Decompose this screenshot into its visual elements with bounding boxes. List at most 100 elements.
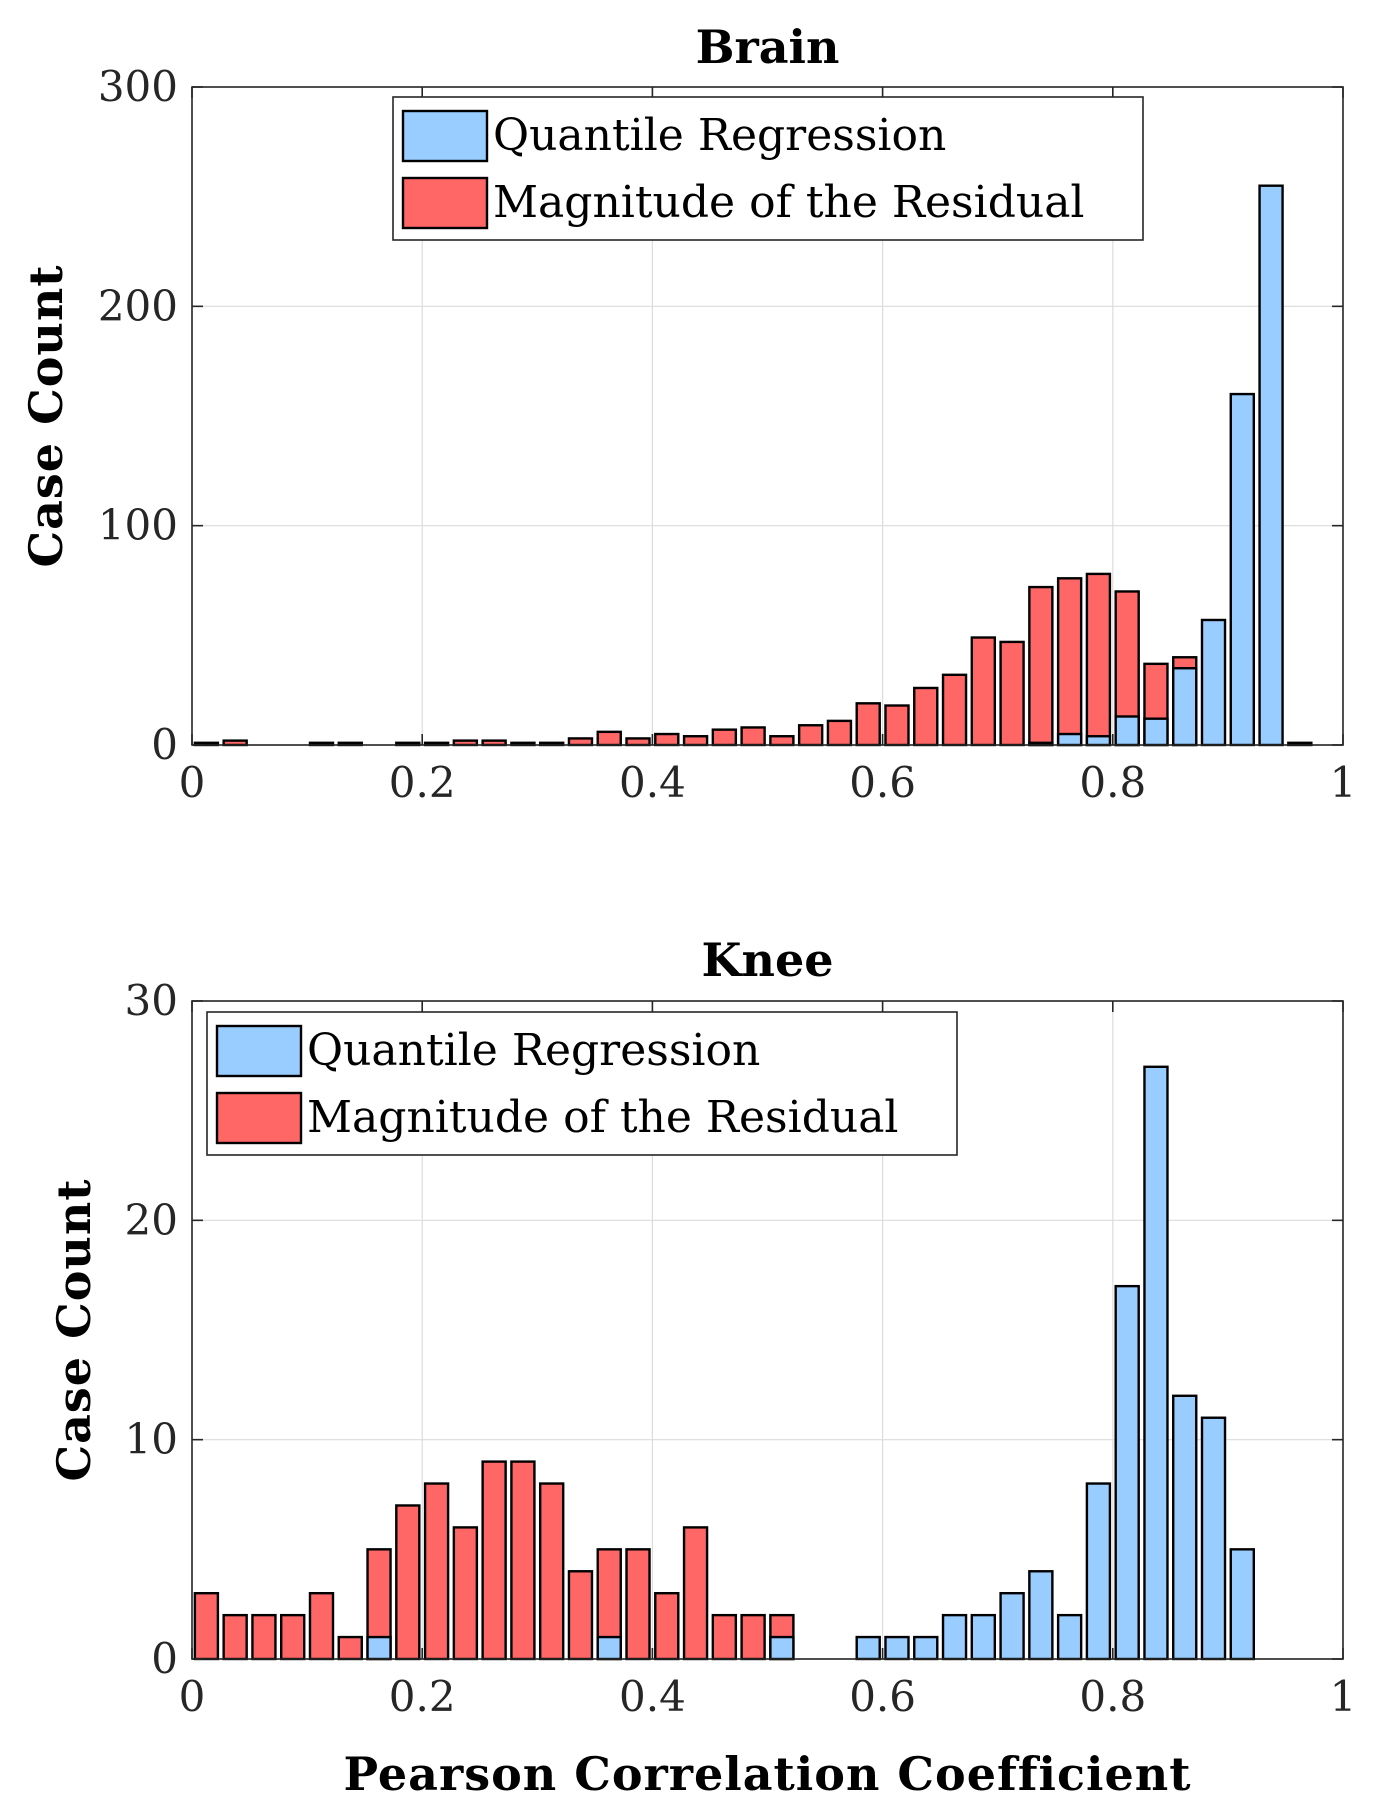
residual-bar	[193, 1591, 220, 1661]
legend-swatch-quantile	[401, 109, 489, 163]
bars	[193, 184, 1313, 747]
residual-bar	[395, 1504, 421, 1661]
quantile-bar	[366, 1635, 392, 1661]
y-tick-label: 100	[98, 501, 178, 550]
quantile-bar	[855, 1635, 881, 1661]
legend-label-quantile: Quantile Regression	[493, 110, 946, 161]
quantile-bar	[769, 1635, 795, 1661]
x-tick-label: 0	[179, 758, 206, 807]
quantile-bar	[1056, 732, 1083, 747]
x-tick-label: 1	[1330, 758, 1357, 807]
x-tick-label: 0.8	[1079, 1672, 1146, 1721]
quantile-bar	[1172, 667, 1198, 747]
y-tick-label: 20	[125, 1195, 178, 1244]
legend-swatch-residual	[215, 1091, 303, 1145]
quantile-bar	[1229, 392, 1255, 747]
quantile-bar	[1200, 618, 1227, 747]
x-tick-label: 0	[179, 1672, 206, 1721]
chart-panel-brain: 0 0.2 0.4 0.6 0.8 1 0 100 200 300 Brain Case Count Q…	[19, 20, 1356, 807]
legend-label-quantile: Quantile Regression	[307, 1025, 760, 1076]
residual-bar	[280, 1613, 306, 1661]
x-tick-label: 0.2	[389, 758, 456, 807]
quantile-bar	[1085, 735, 1112, 747]
residual-bar	[654, 1591, 680, 1661]
y-ticks: 0 100 200 300	[98, 62, 1343, 769]
residual-bar	[884, 704, 910, 747]
quantile-bar	[1114, 715, 1140, 747]
residual-bar	[567, 737, 594, 747]
chart-title: Brain	[696, 20, 840, 74]
x-tick-label: 0.2	[389, 1672, 456, 1721]
legend: Quantile Regression Magnitude of the Resi…	[392, 96, 1144, 241]
legend-label-residual: Magnitude of the Residual	[307, 1092, 899, 1143]
residual-bar	[337, 1635, 363, 1661]
residual-bar	[855, 702, 881, 747]
y-tick-label: 0	[151, 720, 178, 769]
residual-bar	[740, 1613, 766, 1661]
quantile-bar	[596, 1635, 622, 1661]
axes-box	[191, 86, 1344, 746]
residual-bar	[941, 673, 968, 747]
residual-bar	[538, 1482, 565, 1661]
residual-bar	[567, 1570, 594, 1661]
residual-bar	[625, 1548, 651, 1661]
quantile-bar	[1229, 1548, 1255, 1661]
quantile-bar	[1056, 1613, 1083, 1661]
x-tick-label: 0.4	[619, 1672, 686, 1721]
bars	[193, 1065, 1255, 1661]
quantile-bar	[1114, 1284, 1140, 1661]
residual-bar	[1028, 585, 1054, 747]
residual-bar	[740, 726, 766, 747]
residual-bar	[913, 686, 939, 747]
x-tick-label: 1	[1330, 1672, 1357, 1721]
legend-swatch-quantile	[215, 1024, 303, 1078]
y-tick-label: 0	[151, 1634, 178, 1683]
residual-bar	[797, 724, 824, 747]
y-tick-label: 200	[98, 281, 178, 330]
residual-bar	[682, 735, 709, 747]
residual-bar	[826, 719, 853, 747]
x-tick-label: 0.6	[849, 1672, 916, 1721]
y-ticks: 0 10 20 30	[125, 976, 1343, 1683]
x-ticks: 0 0.2 0.4 0.6 0.8 1	[179, 87, 1357, 807]
residual-bar	[452, 1526, 479, 1661]
quantile-bar	[1085, 1482, 1112, 1661]
quantile-bar	[1028, 1570, 1054, 1661]
quantile-bar	[970, 1613, 997, 1661]
quantile-bar	[884, 1635, 910, 1661]
residual-bar	[654, 732, 680, 747]
residual-bar	[1085, 572, 1112, 747]
legend: Quantile Regression Magnitude of the Resi…	[206, 1011, 958, 1156]
y-axis-label: Case Count	[47, 1178, 101, 1481]
y-tick-label: 10	[125, 1415, 178, 1464]
quantile-bar	[1258, 184, 1284, 747]
y-axis-label: Case Count	[19, 264, 73, 567]
residual-bar	[711, 1613, 738, 1661]
residual-bar	[251, 1613, 277, 1661]
residual-bar	[423, 1482, 450, 1661]
legend-box	[206, 1011, 958, 1156]
quantile-bar	[1143, 1065, 1169, 1661]
y-tick-label: 300	[98, 62, 178, 111]
residual-bar	[596, 730, 622, 747]
quantile-bar	[999, 1591, 1025, 1661]
quantile-bar	[1143, 717, 1169, 747]
quantile-bar	[1200, 1416, 1227, 1661]
axes-box	[191, 1000, 1344, 1660]
legend-swatch-residual	[401, 176, 489, 230]
residual-bar	[970, 636, 997, 747]
residual-bar	[682, 1526, 709, 1661]
quantile-bar	[1172, 1394, 1198, 1661]
residual-bar	[625, 737, 651, 747]
legend-label-residual: Magnitude of the Residual	[493, 177, 1085, 228]
y-tick-label: 30	[125, 976, 178, 1025]
x-tick-label: 0.4	[619, 758, 686, 807]
residual-bar	[481, 1460, 507, 1661]
residual-bar	[711, 728, 738, 747]
x-tick-label: 0.8	[1079, 758, 1146, 807]
legend-box	[392, 96, 1144, 241]
residual-bar	[222, 1613, 248, 1661]
x-tick-label: 0.6	[849, 758, 916, 807]
